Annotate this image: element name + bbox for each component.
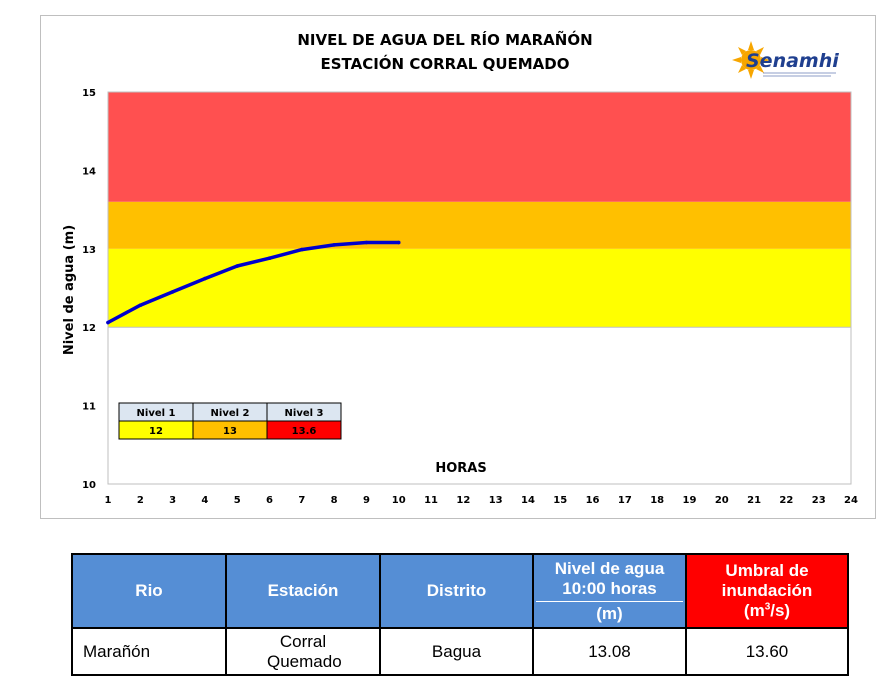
- y-tick-label: 13: [82, 245, 96, 256]
- y-tick-label: 12: [82, 323, 96, 334]
- plot-border: [107, 91, 852, 485]
- y-tick-label: 14: [82, 166, 96, 177]
- y-tick-label: 11: [82, 402, 96, 413]
- band-3: [108, 92, 851, 202]
- header-rio: Rio: [71, 553, 227, 629]
- chart-frame: 10 11 12 13 14 15 1 2 3 4 5 6 7 8 9 10 11 12 13 14 15 16 17 18…: [40, 15, 876, 519]
- plot-area-border: [107, 91, 852, 485]
- x-tick-label: 17: [618, 495, 632, 506]
- x-tick-label: 14: [521, 495, 535, 506]
- data-point: [267, 256, 272, 261]
- band-2: [108, 201, 851, 249]
- x-tick-label: 6: [266, 495, 273, 506]
- cell-distrito: Bagua: [379, 627, 534, 676]
- x-tick-label: 23: [812, 495, 826, 506]
- data-point: [364, 240, 369, 245]
- cell-rio: Marañón: [71, 627, 227, 676]
- levels-value-1-text: 12: [149, 426, 163, 437]
- series-layer: [106, 240, 401, 325]
- levels-header-3-text: Nivel 3: [285, 408, 324, 419]
- levels-header-2-text: Nivel 2: [211, 408, 250, 419]
- x-tick-label: 18: [650, 495, 664, 506]
- x-tick-label: 5: [234, 495, 241, 506]
- x-axis-label: HORAS: [435, 461, 486, 476]
- senamhi-logo: Senamhi: [732, 41, 839, 79]
- data-point: [235, 264, 240, 268]
- x-tick-label: 21: [747, 495, 761, 506]
- x-tick-label: 7: [298, 495, 305, 506]
- station-info-table: Rio Estación Distrito Nivel de agua 10:0…: [71, 553, 849, 676]
- x-tick-label: 10: [392, 495, 406, 506]
- x-tick-label: 20: [715, 495, 729, 506]
- data-point: [170, 290, 175, 294]
- header-estacion: Estación: [225, 553, 381, 629]
- header-nivel-unit: (m): [596, 603, 623, 623]
- x-tick-label: 12: [456, 495, 470, 506]
- data-point: [106, 320, 110, 325]
- data-point: [203, 276, 207, 281]
- x-tick-label: 15: [553, 495, 567, 506]
- band-1: [108, 248, 851, 328]
- header-umbral: Umbral de inundación (m3/s): [685, 553, 849, 629]
- chart-subtitle: ESTACIÓN CORRAL QUEMADO: [320, 54, 569, 73]
- x-tick-label: 24: [844, 495, 858, 506]
- series-line-1: [106, 240, 401, 325]
- x-tick-label: 22: [779, 495, 793, 506]
- header-nivel-label: Nivel de agua 10:00 horas: [536, 557, 683, 602]
- cell-nivel: 13.08: [532, 627, 687, 676]
- table-row: Marañón Corral Quemado Bagua 13.08 13.60: [71, 627, 849, 676]
- header-umbral-label: Umbral de inundación: [721, 561, 813, 600]
- levels-header-1-text: Nivel 1: [137, 408, 176, 419]
- x-tick-label: 19: [683, 495, 697, 506]
- cell-umbral: 13.60: [685, 627, 849, 676]
- alert-bands: [108, 92, 851, 328]
- header-nivel: Nivel de agua 10:00 horas (m): [532, 553, 687, 629]
- x-tick-labels: 1 2 3 4 5 6 7 8 9 10 11 12 13 14 15 16 17 18 19 20 21 22 23 24: [105, 495, 858, 506]
- x-tick-label: 1: [105, 495, 112, 506]
- levels-value-3-text: 13.6: [292, 426, 317, 437]
- x-tick-label: 16: [586, 495, 600, 506]
- y-tick-label: 15: [82, 88, 96, 99]
- x-tick-label: 9: [363, 495, 370, 506]
- y-tick-label: 10: [82, 480, 96, 491]
- chart-title: NIVEL DE AGUA DEL RÍO MARAÑÓN: [297, 30, 592, 49]
- y-tick-labels: 10 11 12 13 14 15: [82, 88, 96, 491]
- sun-icon: [732, 41, 770, 79]
- levels-value-2-text: 13: [223, 426, 237, 437]
- x-tick-label: 11: [424, 495, 438, 506]
- x-tick-label: 4: [201, 495, 208, 506]
- cell-estacion: Corral Quemado: [225, 627, 381, 676]
- data-point: [396, 240, 401, 245]
- y-axis-label: Nivel de agua (m): [62, 225, 77, 355]
- levels-value-3: [266, 420, 342, 440]
- header-distrito: Distrito: [379, 553, 534, 629]
- logo-text: Senamhi: [746, 50, 839, 72]
- data-point: [300, 247, 304, 252]
- data-point: [332, 243, 336, 247]
- levels-legend-table: Nivel 1 Nivel 2 Nivel 3 12 13 13.6: [118, 402, 342, 440]
- x-tick-label: 13: [489, 495, 503, 506]
- x-tick-label: 8: [331, 495, 338, 506]
- x-tick-label: 2: [137, 495, 144, 506]
- x-tick-label: 3: [169, 495, 176, 506]
- data-point: [138, 303, 143, 308]
- header-umbral-unit: (m3/s): [743, 601, 791, 620]
